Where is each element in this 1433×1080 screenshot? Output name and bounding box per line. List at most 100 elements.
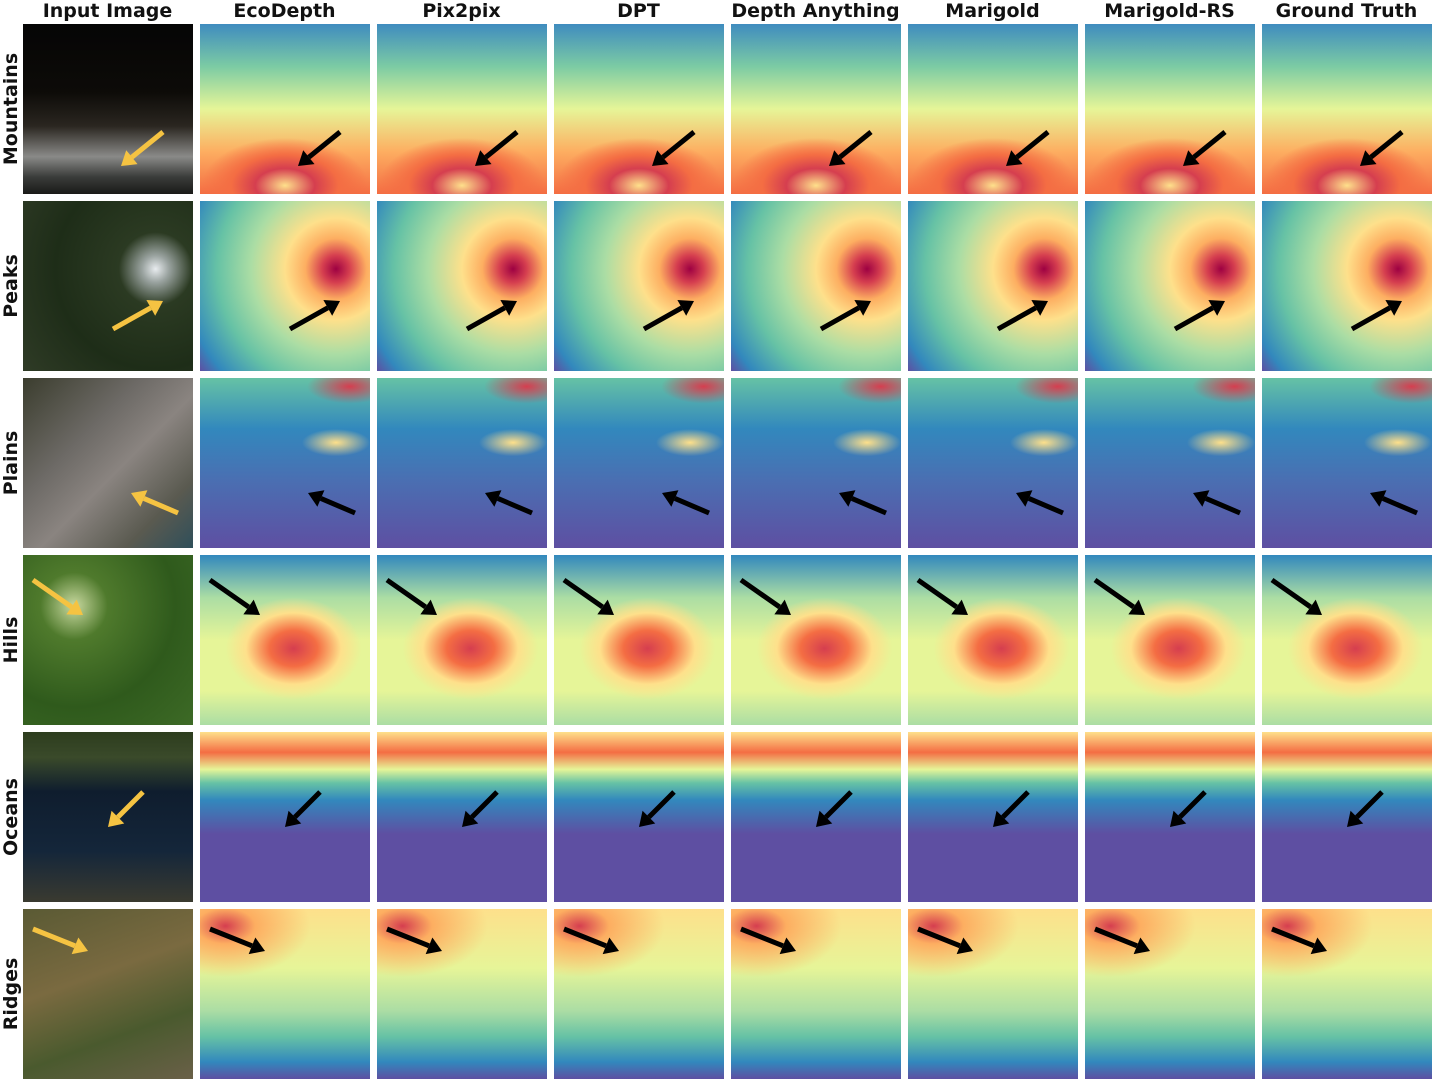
arrow	[816, 790, 853, 827]
depth-map	[1262, 201, 1432, 371]
arrow	[1350, 299, 1402, 332]
row-label-box: Mountains	[0, 24, 22, 194]
arrow	[1093, 577, 1145, 615]
depth-map	[200, 24, 370, 194]
row-label: Mountains	[0, 52, 22, 166]
arrow	[563, 926, 619, 955]
arrow	[1270, 577, 1322, 615]
depth-map	[908, 555, 1078, 725]
row-label: Peaks	[0, 254, 22, 318]
depth-map	[731, 201, 901, 371]
depth-map	[1262, 24, 1432, 194]
row-label-box: Oceans	[0, 732, 22, 902]
arrow	[465, 299, 517, 332]
depth-map	[1085, 732, 1255, 902]
depth-map	[200, 201, 370, 371]
row-label-box: Peaks	[0, 201, 22, 371]
arrow	[917, 926, 973, 955]
arrow	[32, 926, 88, 955]
input-image	[23, 732, 193, 902]
depth-map	[554, 732, 724, 902]
arrow	[819, 299, 871, 332]
arrow	[111, 299, 163, 332]
row-label-box: Hills	[0, 555, 22, 725]
arrow	[285, 790, 322, 827]
column-header: Depth Anything	[731, 0, 900, 22]
depth-map	[731, 909, 901, 1079]
arrow	[662, 490, 710, 516]
column-header: Pix2pix	[422, 0, 501, 22]
row-label: Plains	[0, 430, 22, 496]
depth-map	[554, 24, 724, 194]
arrow	[475, 130, 519, 166]
depth-map	[377, 201, 547, 371]
arrow	[108, 790, 145, 827]
depth-map	[377, 732, 547, 902]
row-label-box: Plains	[0, 378, 22, 548]
arrow	[839, 490, 887, 516]
input-image	[23, 24, 193, 194]
depth-map	[554, 909, 724, 1079]
arrow	[288, 299, 340, 332]
depth-map	[908, 201, 1078, 371]
depth-map	[554, 555, 724, 725]
arrow	[1006, 130, 1050, 166]
arrow	[1370, 490, 1418, 516]
arrow	[1360, 130, 1404, 166]
arrow	[31, 577, 83, 615]
arrow	[993, 790, 1030, 827]
depth-map	[908, 909, 1078, 1079]
arrow	[485, 490, 533, 516]
arrow	[131, 490, 179, 516]
arrow	[639, 790, 676, 827]
input-image	[23, 378, 193, 548]
arrow	[462, 790, 499, 827]
input-image	[23, 201, 193, 371]
arrow	[209, 926, 265, 955]
arrow	[308, 490, 356, 516]
row-label: Oceans	[0, 778, 22, 856]
arrow	[1193, 490, 1241, 516]
arrow	[385, 577, 437, 615]
depth-map	[1262, 555, 1432, 725]
arrow	[652, 130, 696, 166]
depth-map	[1085, 555, 1255, 725]
depth-map	[731, 555, 901, 725]
arrow	[208, 577, 260, 615]
depth-map	[554, 378, 724, 548]
arrow	[740, 926, 796, 955]
depth-map	[1262, 732, 1432, 902]
arrow	[829, 130, 873, 166]
arrow	[1183, 130, 1227, 166]
depth-map	[1085, 24, 1255, 194]
depth-map	[200, 378, 370, 548]
input-image	[23, 555, 193, 725]
depth-map	[1085, 378, 1255, 548]
depth-map	[731, 24, 901, 194]
input-image	[23, 909, 193, 1079]
arrow	[121, 130, 165, 166]
column-header: Marigold	[945, 0, 1040, 22]
depth-map	[377, 378, 547, 548]
arrow	[298, 130, 342, 166]
column-header: DPT	[617, 0, 660, 22]
arrow	[1016, 490, 1064, 516]
column-header: Input Image	[42, 0, 173, 22]
depth-map	[554, 201, 724, 371]
column-header: Ground Truth	[1275, 0, 1418, 22]
depth-map	[731, 378, 901, 548]
depth-map	[1085, 201, 1255, 371]
arrow	[916, 577, 968, 615]
arrow	[386, 926, 442, 955]
depth-map	[377, 555, 547, 725]
depth-map	[377, 909, 547, 1079]
column-header: Marigold-RS	[1104, 0, 1235, 22]
row-label: Ridges	[0, 957, 22, 1031]
depth-map	[200, 732, 370, 902]
depth-map	[1262, 909, 1432, 1079]
depth-map	[200, 555, 370, 725]
row-label-box: Ridges	[0, 909, 22, 1079]
row-label: Hills	[0, 616, 22, 664]
arrow	[1094, 926, 1150, 955]
